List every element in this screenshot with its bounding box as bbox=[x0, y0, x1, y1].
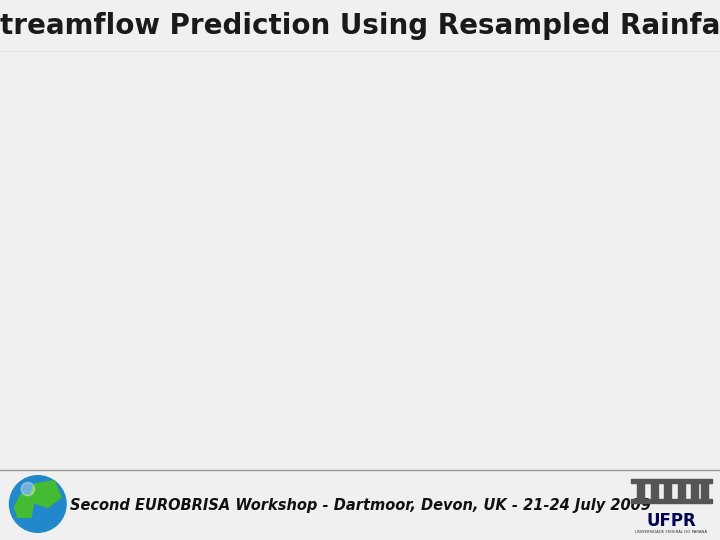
Bar bbox=[678, 483, 685, 499]
Text: Second EUROBRISA Workshop - Dartmoor, Devon, UK - 21-24 July 2009: Second EUROBRISA Workshop - Dartmoor, De… bbox=[70, 498, 650, 513]
Circle shape bbox=[9, 476, 66, 532]
Text: UNIVERSIDADE FEDERAL DO PARANÁ: UNIVERSIDADE FEDERAL DO PARANÁ bbox=[635, 530, 707, 534]
Polygon shape bbox=[14, 494, 35, 517]
Text: Streamflow Prediction Using Resampled Rainfall: Streamflow Prediction Using Resampled Ra… bbox=[0, 12, 720, 40]
Bar bbox=[637, 483, 644, 499]
Bar bbox=[664, 483, 671, 499]
Bar bbox=[701, 483, 708, 499]
Text: UFPR: UFPR bbox=[647, 512, 696, 530]
Bar bbox=[691, 483, 698, 499]
Bar bbox=[651, 483, 658, 499]
Bar bbox=[631, 478, 712, 483]
Polygon shape bbox=[28, 481, 61, 508]
Circle shape bbox=[21, 482, 35, 496]
Bar bbox=[631, 499, 712, 503]
